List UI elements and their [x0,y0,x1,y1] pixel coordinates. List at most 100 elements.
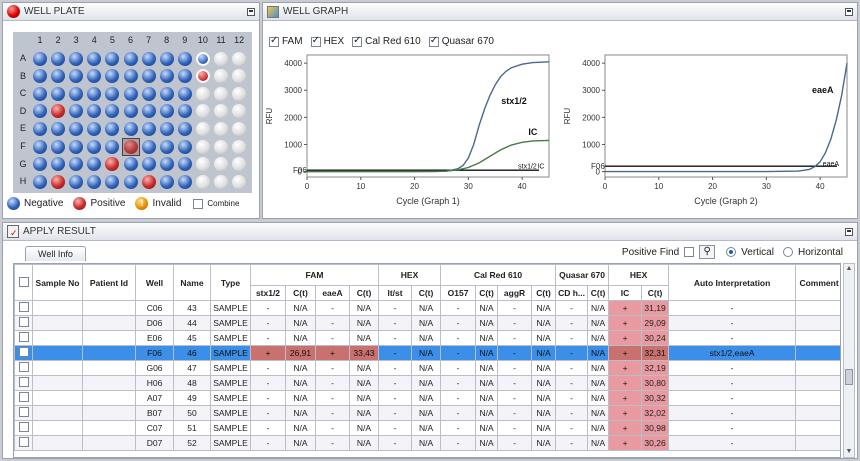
plate-well[interactable] [141,121,156,136]
row-checkbox[interactable] [18,437,29,447]
col-sub-header[interactable]: eaeA [315,285,350,301]
plate-well[interactable] [69,174,84,189]
plate-column-header[interactable]: 3 [73,35,79,45]
vertical-radio[interactable] [726,247,737,257]
col-sub-header[interactable]: C(t) [641,285,670,301]
plate-column-header[interactable]: 1 [37,35,43,45]
scroll-up-icon[interactable]: ▲ [845,265,853,272]
plate-well[interactable] [177,69,192,84]
plate-well[interactable] [105,104,120,119]
tab-well-info[interactable]: Well Info [25,246,86,261]
table-row[interactable]: C07 51 SAMPLE - N/A - N/A - N/A - N/A - N/A - N/A +30,9… [14,420,840,436]
plate-well[interactable] [177,104,192,119]
plate-well[interactable] [33,121,47,136]
col-type[interactable]: Type [210,264,251,301]
plate-column-header[interactable]: 4 [91,35,97,45]
plate-well[interactable] [87,157,102,172]
table-row[interactable]: G06 47 SAMPLE - N/A - N/A - N/A - N/A - N/A - N/A +32,1… [14,360,840,376]
row-checkbox[interactable] [18,422,29,432]
col-patient-id[interactable]: Patient Id [82,264,136,301]
col-sub-header[interactable]: C(t) [411,285,442,301]
minimize-icon[interactable] [845,8,853,16]
plate-well[interactable] [51,51,66,66]
scroll-thumb[interactable] [845,369,853,385]
amplification-graph-1[interactable]: 0 10 20 30 40 0 1000 2000 3000 4000 Cycle (Graph 1… [263,49,553,219]
plate-column-header[interactable]: 12 [234,35,245,45]
plate-well[interactable] [33,51,47,66]
plate-well[interactable] [195,174,210,189]
plate-well[interactable] [177,51,192,66]
plate-well[interactable] [214,139,228,154]
plate-well[interactable] [232,157,247,172]
table-row[interactable]: F06 46 SAMPLE +26,91 +33,43- N/A - N/A - N/A - N/A +… [14,345,840,361]
plate-well[interactable] [51,121,66,136]
plate-well[interactable] [87,174,102,189]
table-row[interactable]: E06 45 SAMPLE - N/A - N/A - N/A - N/A - N/A - N/A +30,2… [14,330,840,346]
plate-well[interactable] [159,86,174,101]
plate-well[interactable] [195,157,210,172]
plate-well[interactable] [123,104,138,119]
plate-well[interactable] [232,69,247,84]
plate-row-header[interactable]: G [19,158,27,169]
plate-well[interactable] [33,157,47,172]
plate-column-header[interactable]: 10 [197,35,208,45]
plate-well[interactable] [159,51,174,66]
table-scrollbar[interactable]: ▲ ▼ [843,263,855,458]
row-checkbox[interactable] [18,392,29,402]
select-all-checkbox[interactable] [18,276,29,287]
plate-row-header[interactable]: F [20,141,26,151]
plate-well[interactable] [177,121,192,136]
plate-well[interactable] [87,69,102,84]
plate-well[interactable] [159,174,174,189]
row-checkbox[interactable] [18,332,29,342]
plate-well[interactable] [87,86,102,101]
plate-well[interactable] [87,51,102,66]
plate-well[interactable] [87,121,102,136]
plate-well[interactable] [214,69,228,84]
plate-well[interactable] [69,86,84,101]
plate-well[interactable] [123,69,138,84]
plate-column-header[interactable]: 7 [146,35,152,45]
plate-well[interactable] [69,139,84,154]
plate-well[interactable] [159,139,174,154]
plate-well[interactable] [159,104,174,119]
plate-well[interactable] [141,51,156,66]
plate-well[interactable] [69,69,84,84]
plate-well[interactable] [141,139,156,154]
plate-well[interactable] [69,51,84,66]
plate-well[interactable] [177,157,192,172]
plate-well[interactable] [69,157,84,172]
table-row[interactable]: C06 43 SAMPLE - N/A - N/A - N/A - N/A - N/A - N/A +31,1… [14,300,840,316]
plate-well[interactable] [214,121,228,136]
col-sub-header[interactable]: aggR [497,285,533,301]
minimize-icon[interactable] [845,228,853,236]
plate-well[interactable] [51,104,66,119]
col-sub-header[interactable]: C(t) [285,285,316,301]
plate-well[interactable] [51,174,66,189]
plate-well[interactable] [141,174,156,189]
plate-well[interactable] [105,139,120,154]
plate-well[interactable] [214,104,228,119]
table-row[interactable]: H06 48 SAMPLE - N/A - N/A - N/A - N/A - N/A - N/A +30,8… [14,375,840,391]
plate-well[interactable] [33,104,47,119]
row-checkbox[interactable] [18,302,29,312]
plate-well[interactable] [141,104,156,119]
col-well[interactable]: Well [135,264,174,301]
plate-well[interactable] [214,157,228,172]
plate-well[interactable] [33,174,47,189]
plate-row-header[interactable]: D [19,105,27,116]
plate-well[interactable] [159,69,174,84]
plate-well[interactable] [214,51,228,66]
plate-column-header[interactable]: 8 [164,35,170,45]
col-sub-header[interactable]: IC [608,285,643,301]
col-sub-header[interactable]: lt/st [378,285,413,301]
dye-quasar-checkbox[interactable] [428,35,439,47]
magnifier-icon[interactable]: ⚲ [699,245,716,259]
col-sub-header[interactable]: C(t) [587,285,610,301]
plate-well[interactable] [33,86,47,101]
col-comment[interactable]: Comment [795,264,840,301]
plate-well[interactable] [51,86,66,101]
col-sub-header[interactable]: stx1/2 [250,285,286,301]
row-checkbox[interactable] [18,407,29,417]
plate-well[interactable] [123,139,138,154]
